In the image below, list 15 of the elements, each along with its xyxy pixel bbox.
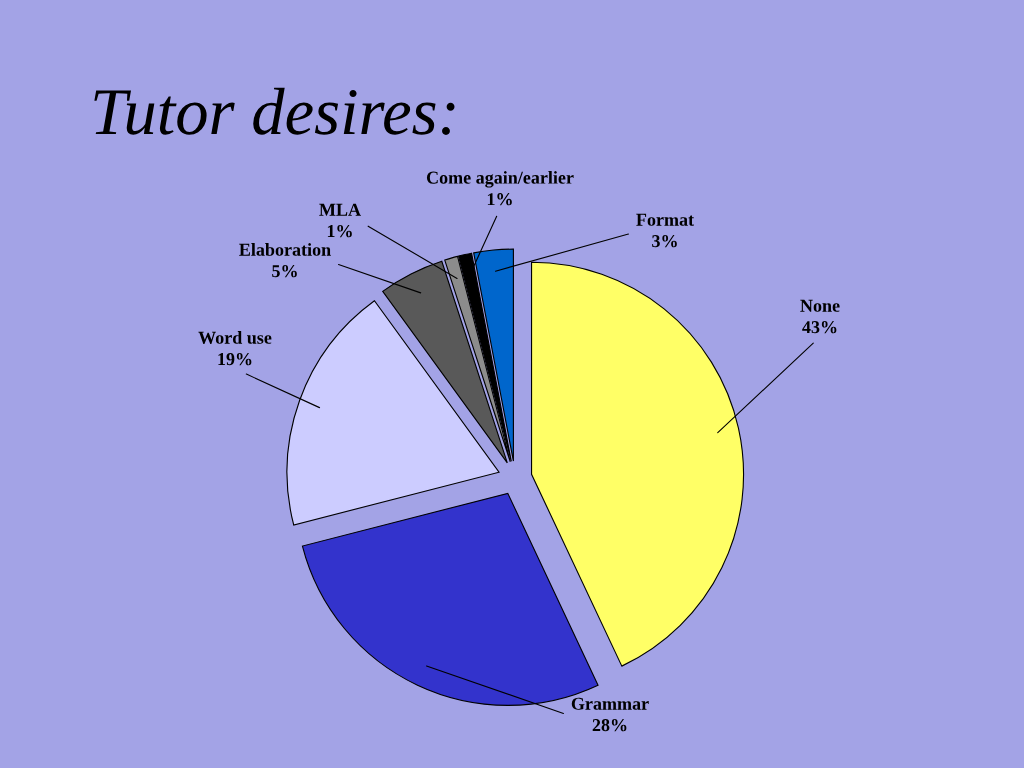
data-label: 5% <box>272 265 297 278</box>
data-label: 28% <box>592 719 627 732</box>
slice-label: Come again/earlier <box>426 171 574 188</box>
data-label: 3% <box>652 235 677 248</box>
slice-label: Format <box>636 213 694 226</box>
data-label: 1% <box>487 193 512 206</box>
data-label: 19% <box>218 353 252 366</box>
slice-label: MLA <box>319 203 361 216</box>
slice-label: Word use <box>198 331 272 344</box>
chart-title: Tutor desires: <box>94 87 455 135</box>
slice-label: Grammar <box>571 697 649 710</box>
slice-label: None <box>800 299 840 312</box>
data-label: 43% <box>802 321 837 334</box>
data-label: 1% <box>327 225 352 238</box>
slice-label: Elaboration <box>239 243 331 256</box>
